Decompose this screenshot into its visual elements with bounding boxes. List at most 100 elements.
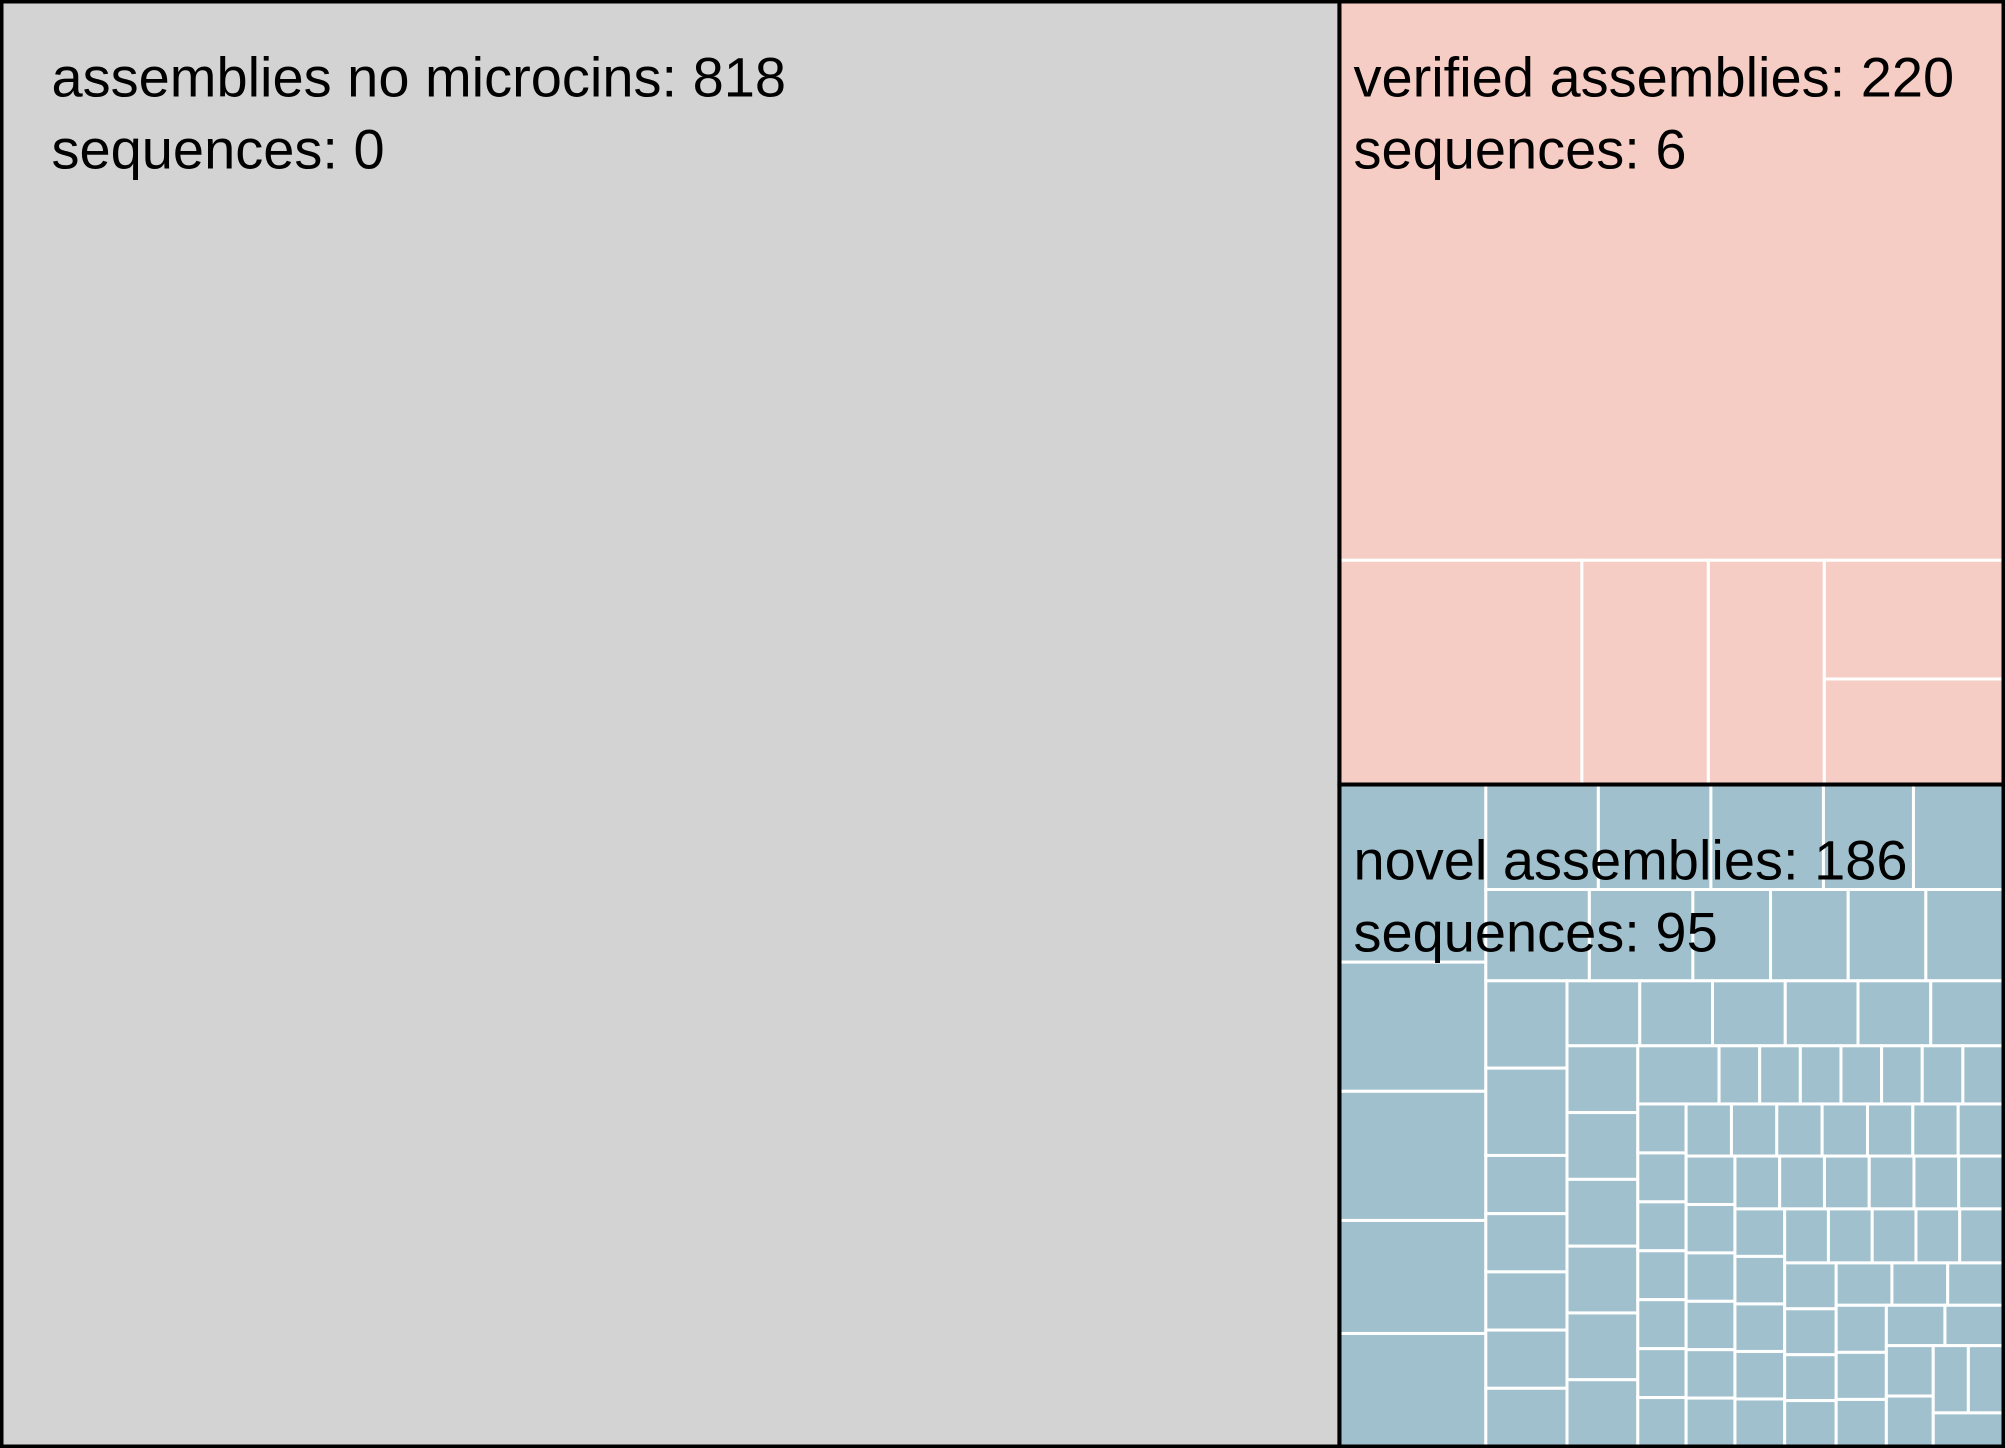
subtile-verified [1337, 558, 1584, 787]
subtile-novel [1484, 1066, 1569, 1157]
subtile-novel [1337, 1218, 1488, 1335]
label-novel-assemblies: novel assemblies: 186 [1353, 829, 1907, 892]
subtile-verified [1580, 558, 1710, 787]
subtile-novel [1587, 888, 1695, 983]
subtile-novel [1636, 1200, 1688, 1253]
label-none-assemblies: assemblies no microcins: 818 [52, 46, 787, 109]
subtile-novel [1798, 1044, 1843, 1106]
subtile-novel [1733, 1349, 1787, 1401]
subtile-novel [1834, 1350, 1888, 1401]
label-verified-assemblies: verified assemblies: 220 [1353, 46, 1954, 109]
subtile-novel [1865, 1102, 1915, 1158]
subtile-novel [1820, 1102, 1869, 1158]
subtile-novel [1684, 1251, 1737, 1303]
subtile-novel [1729, 1102, 1779, 1158]
subtile-novel [1733, 1254, 1787, 1306]
subtile-verified [1822, 558, 2005, 681]
subtile-novel [1711, 979, 1787, 1048]
subtile-novel [1856, 979, 1933, 1048]
subtile-verified [1822, 677, 2005, 787]
subtile-novel [1920, 1044, 1965, 1106]
subtile-novel [1636, 1151, 1688, 1204]
subtile-novel [1565, 1044, 1640, 1115]
subtile-novel [1839, 1044, 1884, 1106]
subtile-novel [1565, 979, 1642, 1048]
subtile-novel [1733, 1207, 1787, 1258]
subtile-novel [1783, 1353, 1838, 1403]
subtile-novel [1783, 1261, 1838, 1311]
subtile-novel [1867, 1154, 1916, 1211]
subtile-novel [1565, 1311, 1640, 1382]
subtile-novel [1870, 1207, 1918, 1265]
subtile-novel [1929, 979, 2005, 1048]
label-novel-sequences: sequences: 95 [1353, 901, 1717, 964]
subtile-novel [1884, 1303, 1947, 1348]
subtile-novel [1822, 1154, 1871, 1211]
subtile-novel [1684, 1348, 1737, 1400]
subtile-verified [1706, 558, 1826, 787]
subtile-novel [1783, 1307, 1838, 1357]
subtile-novel [1636, 1249, 1688, 1302]
subtile-novel [1484, 1270, 1569, 1332]
subtile-novel [1636, 1347, 1688, 1400]
subtile-novel [1846, 888, 1928, 983]
subtile-novel [1834, 1397, 1888, 1448]
border-novel [1337, 782, 2005, 1448]
subtile-novel [1709, 783, 1825, 892]
subtile-novel [1636, 1298, 1688, 1351]
tile-none [1, 1, 1340, 1447]
subtile-novel [1565, 1177, 1640, 1248]
subtile-novel [1957, 1154, 2005, 1211]
subtile-novel [1884, 1344, 1935, 1398]
subtile-novel [1636, 1396, 1688, 1448]
subtile-novel [1834, 1303, 1888, 1354]
subtile-novel [1484, 1386, 1569, 1448]
subtile-novel [1684, 1299, 1737, 1352]
subtile-novel [1337, 960, 1488, 1093]
subtile-novel [1775, 1102, 1824, 1158]
subtile-novel [1914, 1207, 1962, 1265]
subtile-novel [1931, 1344, 1970, 1415]
subtile-novel [1733, 1302, 1787, 1353]
subtile-novel [1484, 1328, 1569, 1390]
subtile-novel [1636, 1102, 1688, 1155]
subtile-novel [1890, 1261, 1950, 1307]
subtile-novel [1956, 1102, 2005, 1158]
subtile-novel [1484, 1212, 1569, 1274]
subtile-novel [1733, 1154, 1782, 1211]
subtile-novel [1565, 1378, 1640, 1448]
subtile-novel [1337, 1089, 1488, 1222]
label-layer: assemblies no microcins: 818 sequences: … [52, 46, 1955, 964]
subtile-novel [1834, 1261, 1894, 1307]
subtile-novel [1758, 1044, 1802, 1106]
subtile-novel [1966, 1344, 2005, 1415]
subtile-novel [1880, 1044, 1924, 1106]
label-verified-sequences: sequences: 6 [1353, 118, 1686, 181]
subtile-novel [1958, 1207, 2005, 1265]
subtile-novel [1783, 979, 1860, 1048]
subtile-novel [1783, 1207, 1830, 1265]
subtile-novel [1821, 783, 1915, 892]
subtile-novel [1783, 1399, 1838, 1448]
subtile-novel [1884, 1394, 1935, 1448]
subtile-novel [1684, 1396, 1737, 1448]
subtile-novel [1684, 1154, 1737, 1206]
subtile-novel [1912, 1154, 1961, 1211]
subtile-novel [1684, 1102, 1733, 1158]
subtile-novel [1565, 1244, 1640, 1315]
subtile-novel [1778, 1154, 1826, 1211]
subtile-novel [1943, 1303, 2005, 1348]
subtile-novel [1484, 979, 1569, 1070]
subtile-novel [1769, 888, 1850, 983]
subtile-novel [1826, 1207, 1874, 1265]
subtile-novel [1946, 1261, 2005, 1307]
subtile-novel [1684, 1202, 1737, 1255]
subtile-novel [1484, 1153, 1569, 1216]
subtile-novel [1911, 783, 2005, 892]
subtile-novel [1961, 1044, 2005, 1106]
subtile-novel [1911, 1102, 1960, 1158]
subtile-novel [1484, 888, 1591, 983]
